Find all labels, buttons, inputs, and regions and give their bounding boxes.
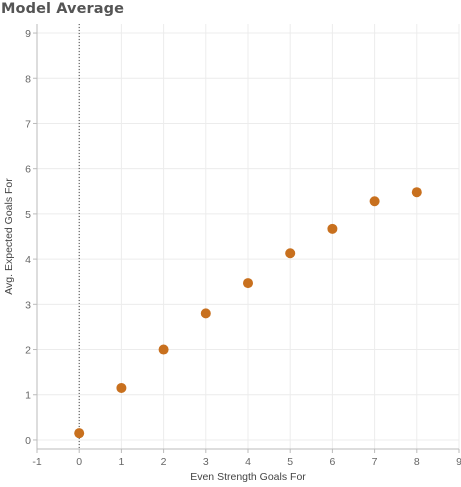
y-tick-label: 7 [25, 118, 31, 130]
y-tick-label: 4 [25, 254, 31, 266]
y-tick-label: 6 [25, 164, 31, 176]
x-tick-label: 7 [372, 456, 378, 468]
data-point[interactable] [369, 196, 380, 207]
data-point[interactable] [411, 187, 422, 198]
y-tick-label: 2 [25, 345, 31, 357]
x-tick-label: 4 [245, 456, 251, 468]
data-point[interactable] [200, 308, 211, 319]
data-point[interactable] [285, 248, 296, 259]
axes [33, 24, 460, 453]
data-point[interactable] [158, 344, 169, 355]
x-tick-label: 8 [414, 456, 420, 468]
x-tick-label: 5 [287, 456, 293, 468]
y-tick-label: 0 [25, 435, 31, 447]
y-tick-label: 5 [25, 209, 31, 221]
x-tick-label: 9 [456, 456, 461, 468]
data-point[interactable] [116, 382, 127, 393]
y-tick-label: 1 [25, 390, 31, 402]
x-tick-label: 3 [203, 456, 209, 468]
data-point[interactable] [74, 428, 85, 439]
x-tick-label: -1 [32, 456, 41, 468]
data-point[interactable] [243, 278, 253, 289]
x-tick-label: 2 [161, 456, 167, 468]
data-points [74, 187, 422, 439]
x-tick-label: 0 [76, 456, 82, 468]
chart-title: Model Average [1, 1, 125, 17]
x-axis-title: Even Strength Goals For [190, 471, 306, 483]
y-tick-label: 9 [25, 28, 31, 40]
y-tick-label: 3 [25, 299, 31, 311]
x-tick-label: 1 [118, 456, 124, 468]
data-point[interactable] [327, 223, 338, 234]
x-tick-label: 6 [329, 456, 335, 468]
y-tick-label: 8 [25, 73, 31, 85]
y-axis-title: Avg. Expected Goals For [3, 178, 15, 295]
